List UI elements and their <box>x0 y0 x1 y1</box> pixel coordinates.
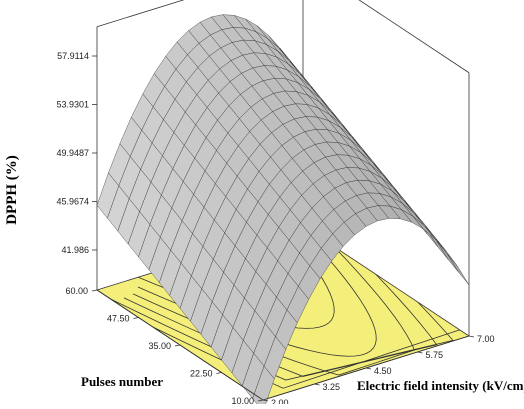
tick-labels: 57.9114 53.9301 49.9487 45.9674 41.986 60.00 4… <box>56 51 495 408</box>
x-tick-label-1: 47.50 <box>107 314 130 324</box>
y-axis-label: Electric field intensity (kV/cm) <box>357 378 524 393</box>
y-tick-mark-1 <box>314 383 320 386</box>
y-tick-label-3: 5.75 <box>426 350 444 360</box>
z-axis-label: DPPH (%) <box>4 155 20 225</box>
x-tick-label-4: 10.00 <box>231 396 254 404</box>
y-tick-label-2: 4.50 <box>374 366 392 376</box>
x-tick-label-3: 22.50 <box>190 369 213 379</box>
x-axis-label: Pulses number <box>81 374 163 389</box>
contour-line-2 <box>123 273 438 377</box>
x-tick-label-0: 60.00 <box>65 286 88 296</box>
x-tick-mark-4 <box>257 399 264 402</box>
z-tick-label-2: 49.9487 <box>56 148 89 158</box>
surface-cell-14-0 <box>412 215 435 239</box>
z-tick-label-3: 45.9674 <box>56 196 89 206</box>
y-tick-label-4: 7.00 <box>477 334 495 344</box>
surface-cell-17-1 <box>436 240 459 273</box>
y-tick-label-1: 3.25 <box>323 382 341 392</box>
x-tick-mark-0 <box>91 289 98 292</box>
x-tick-label-2: 35.00 <box>148 341 171 351</box>
x-tick-mark-2 <box>174 344 181 347</box>
z-tick-label-0: 57.9114 <box>57 51 89 61</box>
axis-edge-back-top <box>96 0 185 28</box>
x-tick-mark-3 <box>216 372 222 374</box>
response-surface <box>96 14 470 409</box>
z-tick-label-4: 41.986 <box>61 245 89 255</box>
z-tick-label-1: 53.9301 <box>56 99 89 109</box>
y-tick-mark-2 <box>365 367 372 370</box>
y-tick-mark-3 <box>417 351 423 354</box>
y-tick-mark-4 <box>468 335 475 338</box>
surface-cell-17-0 <box>447 253 470 286</box>
y-tick-mark-0 <box>262 399 269 402</box>
axis-edge-right-top <box>358 0 470 74</box>
x-tick-mark-1 <box>133 317 139 319</box>
y-tick-label-0: 2.00 <box>271 398 289 404</box>
